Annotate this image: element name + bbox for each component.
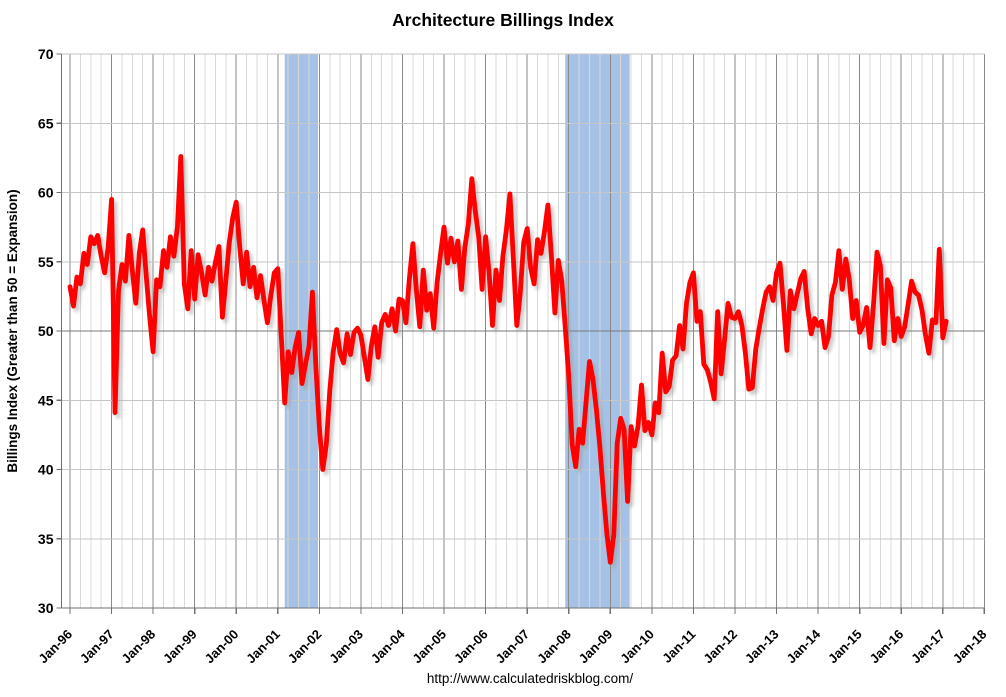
x-tick-label: Jan-98 <box>119 627 159 667</box>
source-url: http://www.calculatedriskblog.com/ <box>427 671 634 686</box>
x-tick-label: Jan-18 <box>950 627 990 667</box>
x-tick-label: Jan-08 <box>534 627 574 667</box>
x-tick-label: Jan-05 <box>409 627 449 667</box>
y-tick-label: 40 <box>38 462 54 478</box>
axes <box>56 53 985 614</box>
x-tick-label: Jan-15 <box>825 627 865 667</box>
x-tick-label: Jan-99 <box>160 627 200 667</box>
x-tick-label: Jan-96 <box>35 627 75 667</box>
y-tick-label: 65 <box>38 115 54 131</box>
x-tick-label: Jan-97 <box>77 627 117 667</box>
x-tick-label: Jan-00 <box>202 627 242 667</box>
y-tick-label: 55 <box>38 254 54 270</box>
x-tick-label: Jan-03 <box>326 627 366 667</box>
x-tick-label: Jan-17 <box>908 627 948 667</box>
y-tick-label: 60 <box>38 185 54 201</box>
y-tick-label: 35 <box>38 531 54 547</box>
x-tick-label: Jan-09 <box>576 627 616 667</box>
x-tick-label: Jan-13 <box>742 627 782 667</box>
x-tick-label: Jan-16 <box>867 627 907 667</box>
x-tick-label: Jan-04 <box>368 626 408 666</box>
y-tick-label: 70 <box>38 46 54 62</box>
x-tick-label: Jan-01 <box>243 627 283 667</box>
y-axis-title: Billings Index (Greater than 50 = Expans… <box>5 189 20 472</box>
y-tick-label: 45 <box>38 392 54 408</box>
chart-title: Architecture Billings Index <box>392 10 614 30</box>
y-tick-label: 50 <box>38 323 54 339</box>
x-tick-label: Jan-02 <box>285 627 325 667</box>
x-tick-label: Jan-10 <box>617 627 657 667</box>
x-tick-label: Jan-07 <box>493 627 533 667</box>
abi-series-line <box>67 154 949 565</box>
x-tick-label: Jan-11 <box>659 627 698 666</box>
x-tick-label: Jan-06 <box>451 627 491 667</box>
x-tick-label: Jan-14 <box>783 626 823 666</box>
y-tick-label: 30 <box>38 600 54 616</box>
x-tick-label: Jan-12 <box>700 627 740 667</box>
